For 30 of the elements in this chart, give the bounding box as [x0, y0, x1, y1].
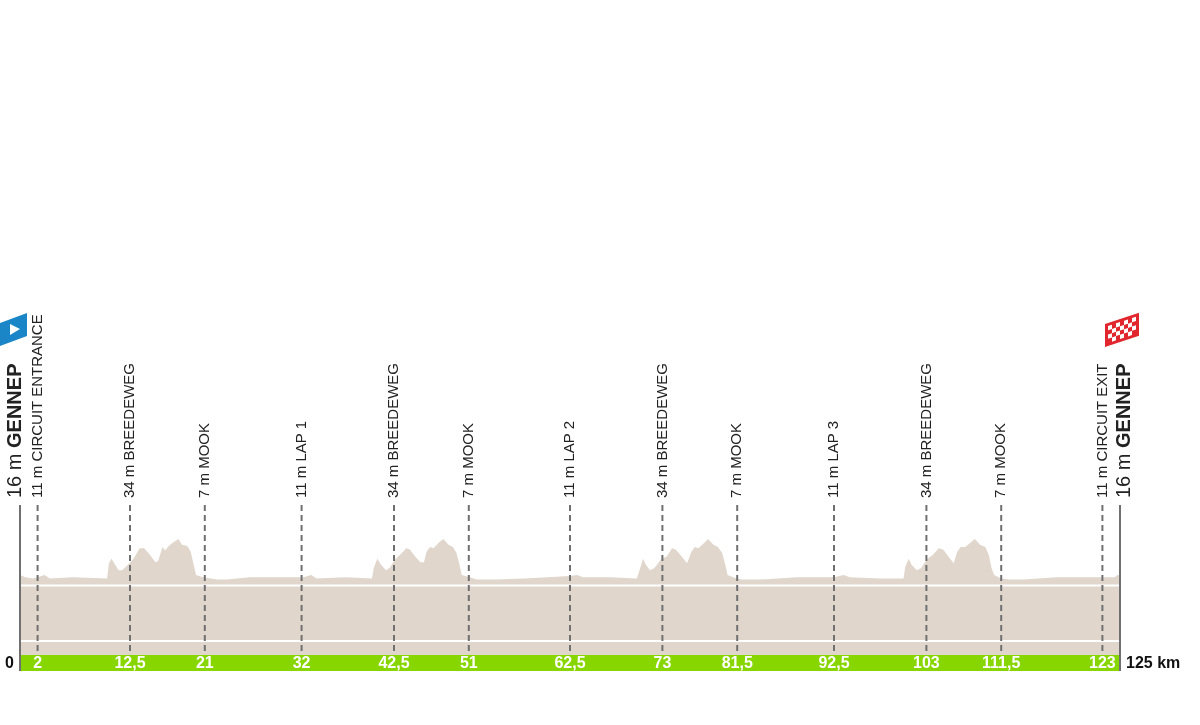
ref-line-label: 11 m LAP 1 — [291, 421, 309, 498]
ref-line-label: 7 m MOOK — [458, 422, 476, 498]
x-tick-label: 42,5 — [378, 654, 410, 672]
x-tick-label: 92,5 — [818, 654, 850, 672]
ref-line-label: 11 m LAP 2 — [560, 421, 578, 498]
ref-line-label: 7 m MOOK — [727, 422, 745, 498]
x-tick-label: 73 — [653, 654, 672, 672]
ref-line-label: 34 m BREEDEWEG — [652, 362, 670, 498]
ref-line-label: 7 m MOOK — [194, 422, 212, 498]
annotation: 125 km — [1126, 654, 1181, 672]
ref-line-label: 34 m BREEDEWEG — [120, 362, 138, 498]
ref-line-label: 11 m CIRCUIT EXIT — [1092, 363, 1110, 498]
ref-line-label: 7 m MOOK — [991, 422, 1009, 498]
x-tick-label: 62,5 — [554, 654, 586, 672]
x-tick-label: 21 — [195, 654, 214, 672]
x-tick-label: 51 — [459, 654, 478, 672]
x-tick-label: 123 — [1089, 654, 1116, 672]
x-tick-label: 81,5 — [721, 654, 753, 672]
x-tick-label: 2 — [33, 654, 43, 672]
ref-line-label: 11 m LAP 3 — [824, 421, 842, 498]
ref-line-label: 34 m BREEDEWEG — [384, 362, 402, 498]
x-tick-label: 103 — [913, 654, 940, 672]
annotation: 0 — [5, 654, 15, 672]
ref-line-label: 11 m CIRCUIT ENTRANCE — [27, 314, 45, 498]
ref-line-label: 16 m GENNEP — [1111, 363, 1134, 498]
x-tick-label: 111,5 — [982, 654, 1021, 672]
x-tick-label: 32 — [292, 654, 311, 672]
ref-line-label: 16 m GENNEP — [2, 363, 25, 498]
x-tick-label: 12,5 — [114, 654, 146, 672]
ref-line-label: 34 m BREEDEWEG — [916, 362, 934, 498]
